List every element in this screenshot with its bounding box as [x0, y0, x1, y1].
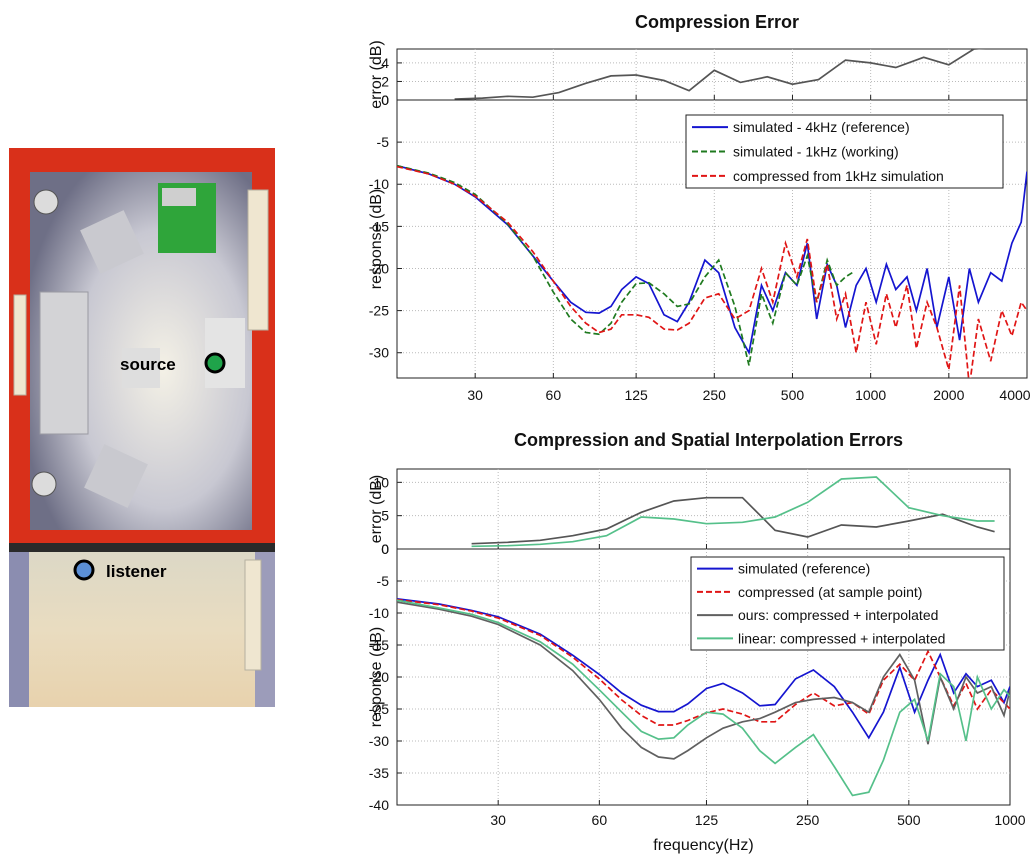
response-ytick-label: -40: [369, 797, 389, 813]
legend-label: compressed (at sample point): [738, 584, 922, 600]
legend-label: simulated (reference): [738, 561, 870, 577]
xtick-label: 2000: [933, 387, 964, 403]
response-ytick-label: -10: [369, 605, 389, 621]
error-ytick-label: 0: [381, 541, 389, 557]
chart-title: Compression Error: [635, 12, 799, 32]
armchair: [80, 210, 144, 274]
error-ytick-label: 10: [373, 474, 389, 490]
window: [244, 559, 262, 671]
response-series-line-1: [397, 164, 1027, 356]
xtick-label: 1000: [855, 387, 886, 403]
lower-room: [9, 552, 275, 707]
chart-2: Compression and Spatial Interpolation Er…: [368, 430, 1026, 854]
response-series-line-4: [397, 599, 1010, 797]
divider-wall: [9, 543, 275, 552]
response-ytick-label: -30: [369, 733, 389, 749]
error-series-line-2: [471, 476, 995, 548]
error-ytick-label: 0: [381, 92, 389, 108]
error-ytick-label: 2: [381, 73, 389, 89]
response-series-line-2: [397, 598, 1010, 726]
xtick-label: 60: [592, 812, 608, 828]
response-series-line-3: [397, 165, 1027, 378]
response-series-line-1: [397, 598, 1010, 740]
response-ytick-label: -25: [369, 701, 389, 717]
legend-box: [690, 556, 1005, 651]
lamp: [31, 471, 57, 497]
legend-label: linear: compressed + interpolated: [738, 630, 945, 646]
response-ytick-label: -5: [377, 573, 390, 589]
response-ytick-label: -35: [369, 765, 389, 781]
xtick-label: 30: [490, 812, 506, 828]
response-series-line-3: [397, 601, 1010, 760]
response-ylabel: response (dB): [368, 189, 385, 290]
response-ytick-label: -20: [369, 260, 389, 276]
error-series-line-1: [454, 49, 986, 100]
response-series-line-2: [397, 164, 853, 366]
response-ytick-label: 0: [381, 541, 389, 557]
side-table: [205, 318, 245, 388]
xtick-label: 4000: [999, 387, 1030, 403]
window: [13, 294, 27, 396]
source-marker: [204, 352, 226, 374]
room-render: source listener: [9, 148, 275, 707]
lamp: [33, 189, 59, 215]
xtick-label: 60: [546, 387, 562, 403]
xtick-label: 250: [796, 812, 820, 828]
error-frame: [396, 48, 1028, 101]
legend-label: ours: compressed + interpolated: [738, 607, 938, 623]
listener-label: listener: [106, 562, 167, 581]
xtick-label: 500: [781, 387, 805, 403]
window: [247, 189, 269, 331]
bookshelf-books: [162, 188, 196, 206]
source-label: source: [120, 355, 176, 374]
legend-label: simulated - 4kHz (reference): [733, 119, 910, 135]
coffee-table: [122, 348, 160, 388]
legend: simulated (reference) compressed (at samp…: [690, 556, 1005, 651]
listener-marker: [73, 559, 95, 581]
response-ytick-label: -15: [369, 637, 389, 653]
error-frame: [396, 468, 1011, 550]
xtick-label: 250: [703, 387, 727, 403]
response-ytick-label: -15: [369, 218, 389, 234]
response-ylabel: response (dB): [368, 627, 385, 728]
error-ylabel: error (dB): [368, 40, 385, 108]
legend-box: [685, 114, 1004, 189]
xtick-label: 1000: [994, 812, 1025, 828]
xtick-label: 30: [467, 387, 483, 403]
xtick-label: 125: [624, 387, 648, 403]
sofa: [39, 291, 89, 435]
lower-room-side-wall: [9, 552, 29, 707]
legend: simulated - 4kHz (reference) simulated - …: [685, 114, 1004, 189]
error-ytick-label: 5: [381, 508, 389, 524]
response-ytick-label: 0: [381, 92, 389, 108]
response-ytick-label: -10: [369, 176, 389, 192]
xlabel: frequency(Hz): [653, 837, 753, 854]
chart-title: Compression and Spatial Interpolation Er…: [514, 430, 903, 450]
armchair: [84, 444, 148, 508]
error-series-line-1: [471, 496, 995, 545]
response-frame: [396, 99, 1028, 379]
response-ytick-label: -25: [369, 303, 389, 319]
error-ylabel: error (dB): [368, 475, 385, 543]
response-ytick-label: -5: [377, 134, 390, 150]
response-ytick-label: -30: [369, 345, 389, 361]
error-ytick-label: 4: [381, 55, 389, 71]
response-ytick-label: -20: [369, 669, 389, 685]
legend-label: simulated - 1kHz (working): [733, 144, 899, 160]
legend-label: compressed from 1kHz simulation: [733, 168, 944, 184]
xtick-label: 125: [695, 812, 719, 828]
xtick-label: 500: [897, 812, 921, 828]
